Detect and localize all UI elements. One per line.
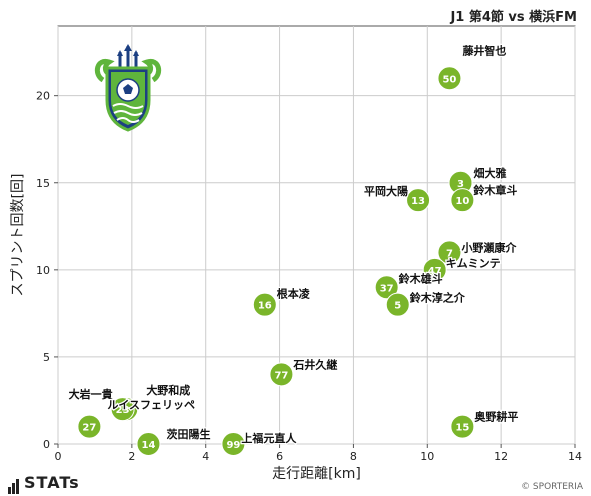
point-marker — [110, 397, 135, 422]
data-point: 7 小野瀬康介 — [437, 239, 519, 265]
data-point: 47 キムミンテ — [422, 256, 502, 282]
x-tick-label: 10 — [420, 450, 434, 463]
point-name-label: 奥野耕平 — [473, 410, 518, 424]
point-number-label: 15 — [455, 423, 469, 434]
point-marker — [374, 275, 399, 300]
x-tick-label: 8 — [350, 450, 357, 463]
x-tick-label: 0 — [55, 450, 62, 463]
y-tick-label: 0 — [43, 438, 50, 451]
data-point: 5 鈴木淳之介 — [385, 289, 467, 317]
data-point: 27 ルイスフェリッペ — [77, 397, 196, 439]
shonan-bellmare-emblem-icon — [94, 44, 162, 132]
y-tick-label: 10 — [36, 264, 50, 277]
point-number-label: 99 — [226, 440, 240, 451]
point-name-label: 根本凌 — [277, 287, 311, 301]
point-marker — [437, 240, 462, 265]
point-name-label: 鈴木淳之介 — [410, 291, 466, 305]
data-point: 50 藤井智也 — [437, 42, 508, 91]
point-number-label: 7 — [446, 248, 453, 259]
y-axis-label: スプリント回数[回] — [10, 174, 26, 297]
point-number-label: 14 — [142, 440, 156, 451]
point-number-label: 10 — [455, 196, 469, 207]
point-number-label: 5 — [394, 301, 401, 312]
y-tick-label: 20 — [36, 90, 50, 103]
point-name-label: 上福元直人 — [241, 431, 297, 445]
data-point: 77 石井久継 — [269, 356, 339, 387]
stats-logo-icon — [8, 475, 20, 494]
point-marker — [252, 292, 277, 317]
point-marker — [221, 432, 246, 456]
data-point: 10 鈴木章斗 — [450, 182, 519, 213]
point-marker — [422, 257, 447, 282]
x-tick-label: 2 — [128, 450, 135, 463]
point-name-label: 大野和成 — [146, 383, 190, 397]
point-marker — [269, 362, 294, 387]
point-number-label: 13 — [411, 196, 425, 207]
point-marker — [385, 292, 410, 317]
axis-layer: 0 2 4 6 8 10 12 14 0 5 10 15 20 走行距離[km] スプリント回数[回] — [10, 90, 582, 482]
point-marker — [450, 188, 475, 213]
point-marker — [437, 66, 462, 91]
point-name-label: キムミンテ — [446, 257, 501, 270]
point-number-label: 47 — [428, 266, 442, 277]
stats-brand-text: STATs — [24, 473, 80, 492]
point-name-label: ルイスフェリッペ — [107, 399, 195, 412]
point-name-label: 小野瀬康介 — [460, 240, 517, 254]
point-number-label: 23 — [116, 405, 130, 416]
point-number-label: 50 — [442, 74, 456, 85]
x-axis-label: 走行距離[km] — [272, 465, 361, 482]
point-number-label: 27 — [82, 423, 96, 434]
data-point: 37 鈴木雄斗 — [374, 270, 444, 300]
copyright-text: © SPORTERIA — [521, 482, 583, 492]
point-name-label: 石井久継 — [292, 357, 337, 371]
point-name-label: 藤井智也 — [462, 43, 506, 57]
point-marker — [450, 414, 475, 439]
point-name-label: 鈴木章斗 — [473, 183, 517, 197]
data-point: 16 根本凌 — [252, 285, 312, 317]
point-number-label: 3 — [457, 179, 464, 190]
point-number-label: 37 — [380, 283, 394, 294]
stats-brand: STATs — [8, 473, 80, 494]
point-marker — [406, 188, 431, 213]
point-marker — [77, 414, 102, 439]
x-tick-label: 12 — [494, 450, 508, 463]
point-number-label: 16 — [258, 301, 272, 312]
x-tick-label: 4 — [202, 450, 209, 463]
data-point: 3 畑大雅 — [448, 165, 508, 195]
y-tick-label: 5 — [43, 351, 50, 364]
data-point: 14 茨田陽生 — [136, 426, 212, 456]
chart-title: J1 第4節 vs 横浜FM — [450, 10, 577, 25]
point-name-label: 畑大雅 — [474, 166, 507, 180]
point-name-label: 平岡大陽 — [364, 184, 408, 198]
point-name-label: 大岩一貴 — [69, 387, 113, 401]
y-tick-label: 15 — [36, 177, 50, 190]
data-point: 15 奥野耕平 — [450, 408, 520, 439]
point-name-label: 鈴木雄斗 — [399, 271, 443, 285]
point-number-label: 77 — [274, 370, 288, 381]
point-name-label: 茨田陽生 — [166, 427, 210, 441]
point-marker — [136, 432, 161, 456]
x-tick-label: 6 — [276, 450, 283, 463]
x-tick-label: 14 — [568, 450, 582, 463]
